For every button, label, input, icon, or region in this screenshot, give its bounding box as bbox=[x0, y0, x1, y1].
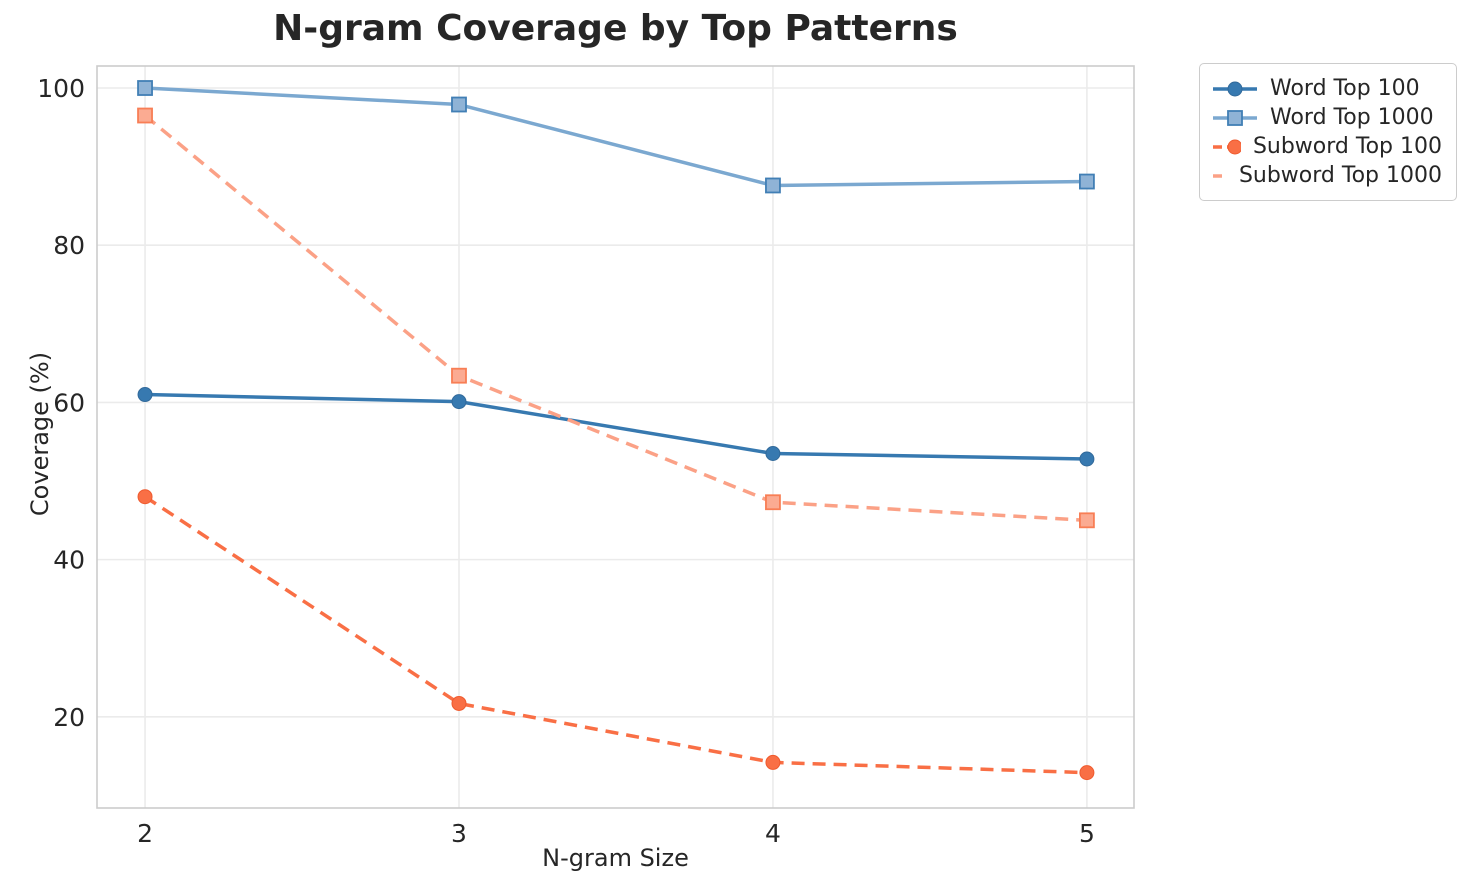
y-tick-label: 40 bbox=[53, 546, 85, 575]
marker-word-top-100 bbox=[451, 394, 467, 410]
plot-border bbox=[96, 65, 1135, 809]
legend-label-subword-top-100: Subword Top 100 bbox=[1252, 134, 1442, 159]
marker-word-top-1000 bbox=[137, 80, 153, 96]
legend-item-subword-top-100: Subword Top 100 bbox=[1212, 132, 1442, 161]
series-line-word-top-1000 bbox=[144, 86, 1087, 188]
x-tick-label: 4 bbox=[765, 819, 781, 848]
series-line-subword-top-1000 bbox=[143, 114, 1088, 523]
marker-subword-top-100 bbox=[765, 754, 781, 770]
marker-subword-top-1000 bbox=[1079, 512, 1095, 529]
x-axis-label: N-gram Size bbox=[542, 844, 689, 872]
series-line-subword-top-100 bbox=[144, 495, 1087, 775]
chart-title: N-gram Coverage by Top Patterns bbox=[273, 8, 958, 49]
x-tick-label: 5 bbox=[1079, 819, 1095, 848]
marker-subword-top-100 bbox=[137, 489, 153, 505]
square-marker-icon bbox=[1227, 109, 1243, 126]
legend-item-subword-top-1000: Subword Top 1000 bbox=[1212, 161, 1442, 190]
legend-item-word-top-100: Word Top 100 bbox=[1212, 74, 1442, 103]
marker-word-top-100 bbox=[765, 446, 781, 462]
legend-label-subword-top-1000: Subword Top 1000 bbox=[1238, 163, 1442, 188]
circle-marker-icon bbox=[1227, 139, 1241, 154]
y-tick-label: 100 bbox=[37, 74, 85, 103]
x-tick-label: 3 bbox=[451, 819, 467, 848]
y-tick-label: 80 bbox=[53, 231, 85, 260]
marker-subword-top-1000 bbox=[137, 107, 153, 124]
marker-subword-top-1000 bbox=[765, 494, 781, 511]
marker-word-top-100 bbox=[137, 387, 153, 403]
y-tick-label: 20 bbox=[53, 703, 85, 732]
marker-word-top-1000 bbox=[451, 96, 467, 113]
marker-word-top-1000 bbox=[1079, 173, 1095, 190]
legend-swatch-subword-top-100 bbox=[1213, 139, 1241, 154]
legend-item-word-top-1000: Word Top 1000 bbox=[1212, 103, 1442, 132]
marker-subword-top-100 bbox=[1079, 765, 1095, 781]
x-tick-label: 2 bbox=[137, 819, 153, 848]
marker-word-top-100 bbox=[1079, 451, 1095, 467]
marker-subword-top-100 bbox=[451, 695, 467, 711]
legend-label-word-top-1000: Word Top 1000 bbox=[1270, 105, 1434, 130]
marker-word-top-1000 bbox=[765, 177, 781, 194]
y-tick-label: 60 bbox=[53, 388, 85, 417]
legend: Word Top 100 Word Top 1000 Subword Top 100… bbox=[1199, 63, 1457, 201]
legend-swatch-word-top-100 bbox=[1213, 81, 1257, 96]
legend-label-word-top-100: Word Top 100 bbox=[1270, 76, 1420, 101]
legend-swatch-subword-top-1000 bbox=[1213, 173, 1227, 178]
series-line-word-top-100 bbox=[144, 392, 1087, 461]
circle-marker-icon bbox=[1227, 81, 1243, 96]
legend-swatch-word-top-1000 bbox=[1213, 109, 1257, 126]
marker-subword-top-1000 bbox=[451, 367, 467, 384]
